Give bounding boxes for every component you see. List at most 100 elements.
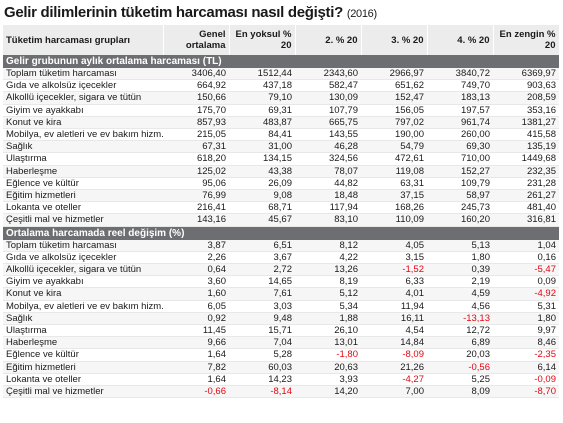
table-cell: 3406,40 <box>163 68 229 81</box>
table-cell: 197,57 <box>427 104 493 117</box>
table-row: Ulaştırma 618,20 134,15 324,56 472,61 710,00 1… <box>3 152 559 166</box>
row-label: Eğlence ve kültür <box>3 348 163 362</box>
table-cell: 3,87 <box>163 239 229 252</box>
table-row: Toplam tüketim harcaması 3406,40 1512,44 23… <box>3 68 559 81</box>
table-cell: 6,14 <box>493 361 559 374</box>
table-cell: 2,26 <box>163 251 229 265</box>
table-cell: 20,03 <box>427 348 493 362</box>
table-cell: 83,10 <box>295 213 361 227</box>
table-cell: 7,00 <box>361 385 427 399</box>
row-label: Konut ve kira <box>3 116 163 130</box>
table-row: Giyim ve ayakkabı 3,60 14,65 8,19 6,33 2,19 0,… <box>3 275 559 289</box>
table-cell: 37,15 <box>361 189 427 203</box>
row-label: Haberleşme <box>3 165 163 178</box>
col-header-group: Tüketim harcaması grupları <box>3 25 164 55</box>
table-cell: 125,02 <box>163 165 229 178</box>
table-cell: -8,70 <box>493 385 559 399</box>
table-row: Eğlence ve kültür 1,64 5,28 -1,80 -8,09 20,03… <box>3 348 559 362</box>
table-cell: 6,51 <box>229 239 295 252</box>
table-cell: 1,80 <box>427 251 493 265</box>
table-cell: -1,52 <box>361 263 427 277</box>
table-cell: 2343,60 <box>295 68 361 81</box>
table-cell: 4,54 <box>361 324 427 338</box>
row-label: Gıda ve alkolsüz içecekler <box>3 251 163 265</box>
table-cell: -0,66 <box>163 385 229 399</box>
table-cell: 0,09 <box>493 275 559 289</box>
table-cell: 2,19 <box>427 275 493 289</box>
table-cell: 183,13 <box>427 91 493 105</box>
table-cell: 208,59 <box>493 91 559 105</box>
row-label: Mobilya, ev aletleri ve ev bakım hizm. <box>3 128 163 142</box>
table-cell: 324,56 <box>295 152 361 166</box>
row-label: Lokanta ve oteller <box>3 373 163 387</box>
table-cell: 15,71 <box>229 324 295 338</box>
table-cell: 664,92 <box>163 79 229 93</box>
table-cell: 4,01 <box>361 287 427 301</box>
table-cell: 483,87 <box>229 116 295 130</box>
table-cell: 43,38 <box>229 165 295 178</box>
row-label: Konut ve kira <box>3 287 163 301</box>
table-row: Toplam tüketim harcaması 3,87 6,51 8,12 4,05… <box>3 239 559 252</box>
table-cell: 4,59 <box>427 287 493 301</box>
table-cell: 168,26 <box>361 201 427 215</box>
table-cell: -8,09 <box>361 348 427 362</box>
section-header: Ortalama harcamada reel değişim (%) <box>3 226 559 240</box>
col-header-fourth: 4. % 20 <box>427 25 494 55</box>
table-cell: 3,60 <box>163 275 229 289</box>
table-cell: 6,33 <box>361 275 427 289</box>
table-cell: 5,31 <box>493 300 559 313</box>
table-cell: 12,72 <box>427 324 493 338</box>
table-cell: 216,41 <box>163 201 229 215</box>
table-row: Giyim ve ayakkabı 175,70 69,31 107,79 156,05… <box>3 104 559 117</box>
table-cell: 26,10 <box>295 324 361 338</box>
table-row: Sağlık 0,92 9,48 1,88 16,11 -13,13 1,80 <box>3 312 559 326</box>
table-cell: 134,15 <box>229 152 295 166</box>
table-cell: 903,63 <box>493 79 559 93</box>
table-cell: -0,09 <box>493 373 559 387</box>
table-row: Ulaştırma 11,45 15,71 26,10 4,54 12,72 9,97 <box>3 324 559 338</box>
spending-table: Tüketim harcaması grupları Genel ortalam… <box>3 25 560 399</box>
table-cell: 0,92 <box>163 312 229 326</box>
row-label: Eğlence ve kültür <box>3 177 163 191</box>
table-cell: -1,80 <box>295 348 361 362</box>
table-cell: 260,00 <box>427 128 493 142</box>
table-cell: 14,23 <box>229 373 295 387</box>
table-cell: 9,66 <box>163 336 229 350</box>
table-cell: 13,01 <box>295 336 361 350</box>
row-label: Sağlık <box>3 312 163 326</box>
section-header: Gelir grubunun aylık ortalama harcaması … <box>3 55 559 68</box>
table-cell: 6,05 <box>163 300 229 313</box>
row-label: Eğitim hizmetleri <box>3 361 163 374</box>
section-title: Gelir grubunun aylık ortalama harcaması … <box>3 55 559 68</box>
table-row: Gıda ve alkolsüz içecekler 664,92 437,18 58… <box>3 79 559 93</box>
table-cell: 710,00 <box>427 152 493 166</box>
table-cell: 245,73 <box>427 201 493 215</box>
table-cell: 3,67 <box>229 251 295 265</box>
table-cell: -8,14 <box>229 385 295 399</box>
table-cell: 60,03 <box>229 361 295 374</box>
table-cell: 6369,97 <box>493 68 559 81</box>
row-label: Haberleşme <box>3 336 163 350</box>
row-label: Çeşitli mal ve hizmetler <box>3 385 163 399</box>
table-cell: 472,61 <box>361 152 427 166</box>
table-cell: 63,31 <box>361 177 427 191</box>
table-cell: 45,67 <box>229 213 295 227</box>
row-label: Eğitim hizmetleri <box>3 189 163 203</box>
table-cell: 415,58 <box>493 128 559 142</box>
table-cell: 4,05 <box>361 239 427 252</box>
table-cell: -2,35 <box>493 348 559 362</box>
table-row: Alkollü içecekler, sigara ve tütün 150,66… <box>3 91 559 105</box>
table-cell: 54,79 <box>361 140 427 154</box>
table-cell: 119,08 <box>361 165 427 178</box>
table-cell: 665,75 <box>295 116 361 130</box>
table-cell: 58,97 <box>427 189 493 203</box>
table-cell: 11,45 <box>163 324 229 338</box>
table-cell: 857,93 <box>163 116 229 130</box>
table-cell: 1,64 <box>163 373 229 387</box>
table-cell: 8,19 <box>295 275 361 289</box>
table-cell: 9,97 <box>493 324 559 338</box>
table-row: Konut ve kira 857,93 483,87 665,75 797,02 961… <box>3 116 559 130</box>
table-row: Haberleşme 9,66 7,04 13,01 14,84 6,89 8,46 <box>3 336 559 350</box>
table-cell: 1512,44 <box>229 68 295 81</box>
